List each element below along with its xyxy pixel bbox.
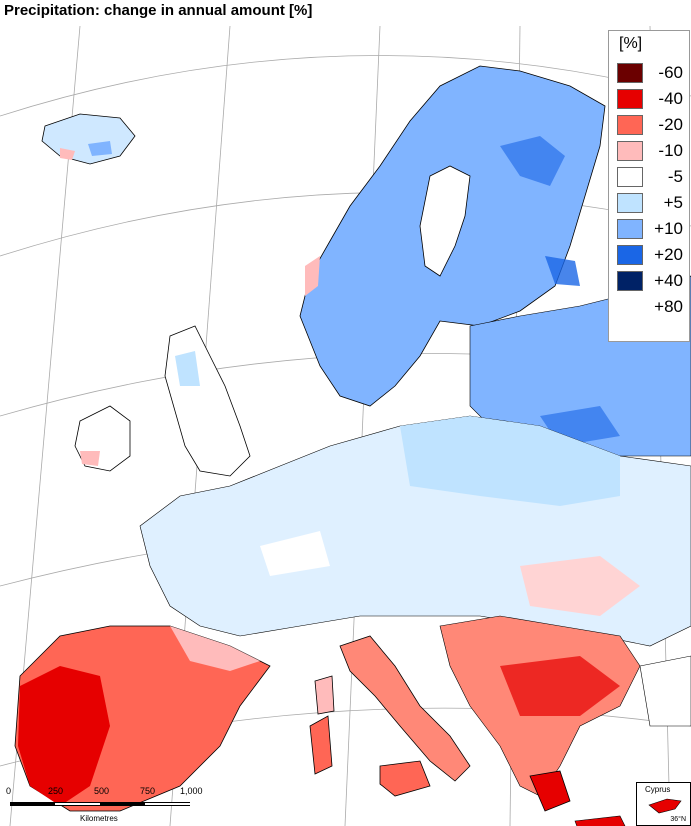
legend-label: +10 (654, 219, 683, 238)
legend-label: +5 (663, 193, 683, 212)
british-isles (74, 325, 251, 477)
legend-label: -5 (667, 167, 683, 186)
legend-item: +80 (609, 295, 689, 319)
legend-item: +5 (609, 191, 689, 215)
scale-tick: 1,000 (180, 786, 203, 796)
legend-label: +40 (654, 271, 683, 290)
legend-label: -20 (658, 115, 683, 134)
continental-europe (139, 415, 691, 647)
legend-item: -40 (609, 87, 689, 111)
legend-swatch (617, 89, 643, 109)
cyprus-shape (648, 798, 682, 814)
legend-label: -40 (658, 89, 683, 108)
legend-label: +20 (654, 245, 683, 264)
legend-swatch (617, 245, 643, 265)
legend-item: +10 (609, 217, 689, 241)
legend-item: -5 (609, 165, 689, 189)
legend-swatch (617, 193, 643, 213)
crete (574, 815, 626, 826)
cyprus-code: 36°N (670, 816, 686, 823)
legend: [%] -60 -40 -20 -10 -5 +5 +10 +20 +40 +8… (608, 30, 690, 342)
legend-item: -10 (609, 139, 689, 163)
legend-item: -20 (609, 113, 689, 137)
legend-unit: [%] (619, 35, 643, 52)
legend-label: -60 (658, 63, 683, 82)
scale-bar-graphic (10, 802, 190, 806)
iceland (41, 113, 136, 165)
turkey-edge (639, 655, 691, 727)
balkans (439, 615, 641, 812)
legend-swatch (617, 167, 643, 187)
scale-unit: Kilometres (80, 814, 118, 823)
legend-swatch (617, 219, 643, 239)
legend-swatch (617, 115, 643, 135)
legend-item: -60 (609, 61, 689, 85)
legend-swatch (617, 271, 643, 291)
italy (309, 635, 471, 797)
legend-label: +80 (654, 297, 683, 316)
scale-tick: 0 (6, 786, 12, 796)
scale-tick: 250 (48, 786, 64, 796)
legend-item: +20 (609, 243, 689, 267)
legend-swatch (617, 63, 643, 83)
scale-tick: 500 (94, 786, 110, 796)
map-title: Precipitation: change in annual amount [… (4, 2, 313, 19)
scale-tick: 750 (140, 786, 156, 796)
scandinavia (299, 65, 606, 407)
iberia (14, 625, 271, 812)
scale-bar: 0 250 500 750 1,000 Kilometres (0, 786, 230, 826)
cyprus-label: Cyprus (645, 785, 671, 794)
map-frame (0, 26, 691, 826)
legend-swatch (617, 141, 643, 161)
legend-item: +40 (609, 269, 689, 293)
cyprus-inset: Cyprus 36°N (636, 782, 691, 826)
legend-label: -10 (658, 141, 683, 160)
europe-map (0, 26, 691, 826)
